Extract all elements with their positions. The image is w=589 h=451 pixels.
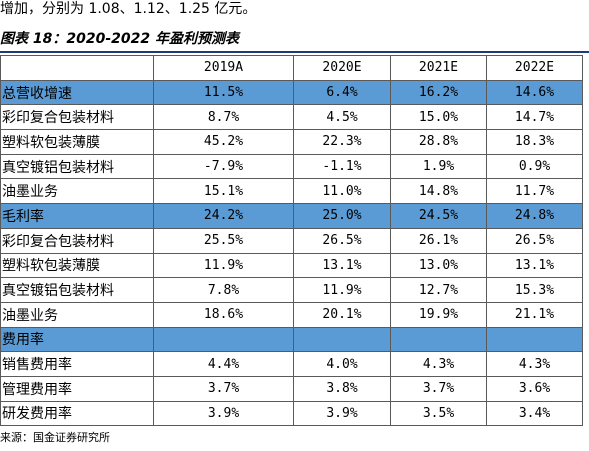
table-corner-cell bbox=[0, 55, 154, 81]
table-cell bbox=[153, 326, 294, 353]
intro-text: 增加，分别为 1.08、1.12、1.25 亿元。 bbox=[0, 1, 257, 17]
table-row: 费用率 bbox=[0, 326, 583, 353]
table-cell: 19.9% bbox=[390, 301, 487, 328]
table-cell: 6.4% bbox=[293, 79, 391, 106]
table-cell: 28.8% bbox=[390, 129, 487, 155]
table-cell: 3.6% bbox=[486, 375, 583, 402]
table-cell: 0.9% bbox=[486, 153, 583, 180]
table-cell: 1.9% bbox=[390, 153, 487, 180]
table-cell: 15.3% bbox=[486, 277, 583, 303]
row-label: 油墨业务 bbox=[0, 178, 154, 205]
table-cell: 3.8% bbox=[293, 375, 391, 402]
table-cell: 14.6% bbox=[486, 79, 583, 106]
table-row: 管理费用率 3.7% 3.8% 3.7% 3.6% bbox=[0, 375, 583, 402]
table-cell: 7.8% bbox=[153, 277, 294, 303]
table-cell: 20.1% bbox=[293, 301, 391, 328]
forecast-table: 2019A 2020E 2021E 2022E 总营收增速 11.5% 6.4% 16… bbox=[0, 55, 583, 427]
table-row: 真空镀铝包装材料 -7.9% -1.1% 1.9% 0.9% bbox=[0, 153, 583, 180]
table-row: 真空镀铝包装材料 7.8% 11.9% 12.7% 15.3% bbox=[0, 277, 583, 303]
row-label: 销售费用率 bbox=[0, 351, 154, 377]
table-cell: 14.8% bbox=[390, 178, 487, 205]
table-cell: 25.5% bbox=[153, 227, 294, 254]
table-cell: -7.9% bbox=[153, 153, 294, 180]
row-label: 塑料软包装薄膜 bbox=[0, 252, 154, 279]
table-cell: 4.4% bbox=[153, 351, 294, 377]
table-cell: 26.1% bbox=[390, 227, 487, 254]
table-cell: 24.2% bbox=[153, 203, 294, 229]
table-cell: 16.2% bbox=[390, 79, 487, 106]
table-cell: 26.5% bbox=[293, 227, 391, 254]
column-header: 2021E bbox=[390, 55, 487, 81]
table-cell: 11.9% bbox=[153, 252, 294, 279]
table-cell: 12.7% bbox=[390, 277, 487, 303]
table-row: 油墨业务 15.1% 11.0% 14.8% 11.7% bbox=[0, 178, 583, 205]
table-cell: 11.7% bbox=[486, 178, 583, 205]
table-cell: 15.0% bbox=[390, 104, 487, 131]
table-row: 销售费用率 4.4% 4.0% 4.3% 4.3% bbox=[0, 351, 583, 377]
table-row: 彩印复合包装材料 8.7% 4.5% 15.0% 14.7% bbox=[0, 104, 583, 131]
table-row: 毛利率 24.2% 25.0% 24.5% 24.8% bbox=[0, 203, 583, 229]
table-cell: 4.3% bbox=[486, 351, 583, 377]
row-label: 塑料软包装薄膜 bbox=[0, 129, 154, 155]
table-row: 研发费用率 3.9% 3.9% 3.5% 3.4% bbox=[0, 400, 583, 427]
row-label: 彩印复合包装材料 bbox=[0, 227, 154, 254]
table-cell: 11.9% bbox=[293, 277, 391, 303]
table-cell bbox=[293, 326, 391, 353]
table-row: 塑料软包装薄膜 11.9% 13.1% 13.0% 13.1% bbox=[0, 252, 583, 279]
row-label: 研发费用率 bbox=[0, 400, 154, 427]
table-cell: 11.5% bbox=[153, 79, 294, 106]
table-header-row: 2019A 2020E 2021E 2022E bbox=[0, 55, 583, 81]
title-divider bbox=[0, 51, 589, 53]
table-cell: 3.7% bbox=[153, 375, 294, 402]
table-cell: 3.9% bbox=[153, 400, 294, 427]
table-cell: 26.5% bbox=[486, 227, 583, 254]
table-cell: 24.8% bbox=[486, 203, 583, 229]
table-cell: 25.0% bbox=[293, 203, 391, 229]
table-cell bbox=[390, 326, 487, 353]
figure-title: 图表 18：2020-2022 年盈利预测表 bbox=[0, 31, 239, 47]
row-label: 真空镀铝包装材料 bbox=[0, 153, 154, 180]
row-label: 费用率 bbox=[0, 326, 154, 353]
table-row: 油墨业务 18.6% 20.1% 19.9% 21.1% bbox=[0, 301, 583, 328]
row-label: 管理费用率 bbox=[0, 375, 154, 402]
table-cell: 3.4% bbox=[486, 400, 583, 427]
table-cell: 8.7% bbox=[153, 104, 294, 131]
table-cell: 3.9% bbox=[293, 400, 391, 427]
table-cell: 4.3% bbox=[390, 351, 487, 377]
table-cell: -1.1% bbox=[293, 153, 391, 180]
column-header: 2020E bbox=[293, 55, 391, 81]
row-label: 总营收增速 bbox=[0, 79, 154, 106]
table-cell: 13.0% bbox=[390, 252, 487, 279]
table-cell: 22.3% bbox=[293, 129, 391, 155]
table-cell: 3.7% bbox=[390, 375, 487, 402]
table-cell: 24.5% bbox=[390, 203, 487, 229]
table-row: 总营收增速 11.5% 6.4% 16.2% 14.6% bbox=[0, 79, 583, 106]
row-label: 油墨业务 bbox=[0, 301, 154, 328]
table-cell: 15.1% bbox=[153, 178, 294, 205]
table-cell: 4.5% bbox=[293, 104, 391, 131]
table-cell: 3.5% bbox=[390, 400, 487, 427]
row-label: 真空镀铝包装材料 bbox=[0, 277, 154, 303]
table-cell: 18.3% bbox=[486, 129, 583, 155]
table-cell: 14.7% bbox=[486, 104, 583, 131]
table-body: 总营收增速 11.5% 6.4% 16.2% 14.6% 彩印复合包装材料 8.7% 4.5%… bbox=[0, 79, 583, 427]
table-cell: 4.0% bbox=[293, 351, 391, 377]
table-row: 塑料软包装薄膜 45.2% 22.3% 28.8% 18.3% bbox=[0, 129, 583, 155]
table-row: 彩印复合包装材料 25.5% 26.5% 26.1% 26.5% bbox=[0, 227, 583, 254]
table-cell: 45.2% bbox=[153, 129, 294, 155]
table-cell: 11.0% bbox=[293, 178, 391, 205]
table-cell bbox=[486, 326, 583, 353]
column-header: 2022E bbox=[486, 55, 583, 81]
column-header: 2019A bbox=[153, 55, 294, 81]
table-cell: 18.6% bbox=[153, 301, 294, 328]
table-cell: 21.1% bbox=[486, 301, 583, 328]
source-note: 来源：国金证券研究所 bbox=[0, 431, 110, 444]
row-label: 彩印复合包装材料 bbox=[0, 104, 154, 131]
table-cell: 13.1% bbox=[293, 252, 391, 279]
table-cell: 13.1% bbox=[486, 252, 583, 279]
row-label: 毛利率 bbox=[0, 203, 154, 229]
